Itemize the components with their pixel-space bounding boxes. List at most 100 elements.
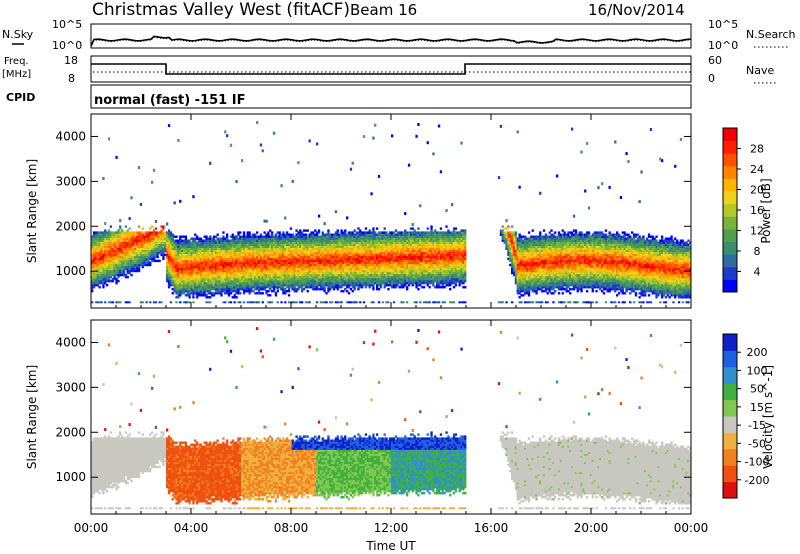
power-cell: [415, 275, 418, 279]
power-cell: [224, 249, 227, 252]
power-cell: [222, 253, 225, 257]
power-cell: [374, 251, 377, 254]
power-cell: [424, 247, 428, 250]
power-cell: [91, 241, 94, 244]
power-cell: [214, 261, 218, 265]
power-cell: [392, 235, 396, 238]
power-cell: [130, 243, 133, 246]
power-cell: [276, 261, 279, 265]
power-cell: [92, 237, 96, 240]
power-cell: [316, 271, 319, 275]
power-cell: [419, 265, 422, 269]
power-cell: [327, 269, 330, 273]
power-cell: [278, 269, 281, 273]
power-cell: [261, 265, 264, 269]
power-cell: [289, 245, 293, 248]
power-cell: [355, 247, 358, 250]
power-cell: [177, 251, 180, 254]
power-cell: [229, 271, 233, 275]
power-cell: [205, 271, 208, 275]
power-cell: [379, 269, 383, 273]
power-cell: [327, 235, 330, 238]
power-cell: [94, 245, 98, 248]
power-cell: [351, 279, 354, 283]
power-cell: [184, 263, 188, 267]
power-cell: [359, 263, 362, 267]
power-cell: [364, 279, 368, 283]
power-cell: [374, 253, 377, 257]
power-cell: [347, 251, 351, 254]
power-cell: [181, 292, 184, 295]
power-cell: [374, 247, 377, 250]
power-cell: [256, 275, 259, 279]
power-cell: [111, 245, 114, 248]
power-cell: [422, 282, 426, 285]
power-cell: [329, 286, 332, 289]
power-cell: [293, 237, 296, 240]
power-cell: [171, 265, 174, 269]
power-cell: [355, 301, 358, 304]
power-cell: [263, 273, 266, 277]
power-cell: [252, 243, 255, 246]
power-cell: [256, 286, 259, 289]
power-cell: [177, 257, 180, 261]
power-cell: [248, 282, 251, 285]
power-cell: [336, 279, 339, 283]
power-cell: [396, 277, 399, 281]
power-cell: [304, 301, 308, 304]
power-cell: [344, 273, 347, 277]
power-cell: [179, 251, 182, 254]
power-cell: [338, 284, 341, 287]
power-cell: [422, 241, 426, 244]
power-cell: [261, 249, 264, 252]
power-cell: [274, 286, 278, 289]
power-cell: [216, 251, 219, 254]
power-cell: [220, 247, 223, 250]
power-cell: [407, 261, 411, 265]
power-cell: [334, 231, 338, 234]
power-cell: [351, 235, 354, 238]
power-cell: [392, 269, 396, 273]
power-cell: [126, 231, 129, 234]
power-cell: [220, 294, 223, 297]
power-cell: [308, 271, 311, 275]
power-cell: [109, 243, 113, 246]
power-cell: [355, 267, 358, 271]
power-cell: [197, 275, 201, 279]
power-cell: [196, 255, 199, 259]
power-cell: [126, 267, 129, 271]
power-cell: [216, 255, 219, 259]
power-cell: [372, 269, 375, 273]
power-cell: [130, 261, 133, 265]
power-cell: [237, 241, 240, 244]
power-cell: [400, 265, 403, 269]
power-cell: [362, 265, 366, 269]
power-cell: [282, 286, 285, 289]
power-cell: [349, 245, 353, 248]
power-cell: [130, 245, 133, 248]
power-cell: [250, 245, 253, 248]
power-cell: [222, 259, 225, 263]
power-cell: [347, 241, 351, 244]
power-cell: [331, 277, 334, 281]
power-cell: [419, 282, 422, 285]
power-cell: [344, 282, 347, 285]
power-cell: [229, 241, 233, 244]
power-cell: [126, 263, 129, 267]
power-cell: [368, 282, 371, 285]
power-cell: [306, 301, 309, 304]
power-cell: [381, 245, 384, 248]
power-cell: [250, 241, 253, 244]
power-cell: [387, 279, 390, 283]
power-cell: [214, 239, 218, 242]
power-cell: [242, 255, 246, 259]
power-cell: [392, 249, 396, 252]
power-cell: [194, 277, 197, 281]
power-cell: [276, 249, 279, 252]
power-cell: [286, 247, 289, 250]
power-cell: [304, 263, 308, 267]
power-cell: [331, 279, 334, 283]
power-cell: [426, 275, 429, 279]
power-cell: [248, 233, 251, 236]
power-cell: [203, 273, 206, 277]
